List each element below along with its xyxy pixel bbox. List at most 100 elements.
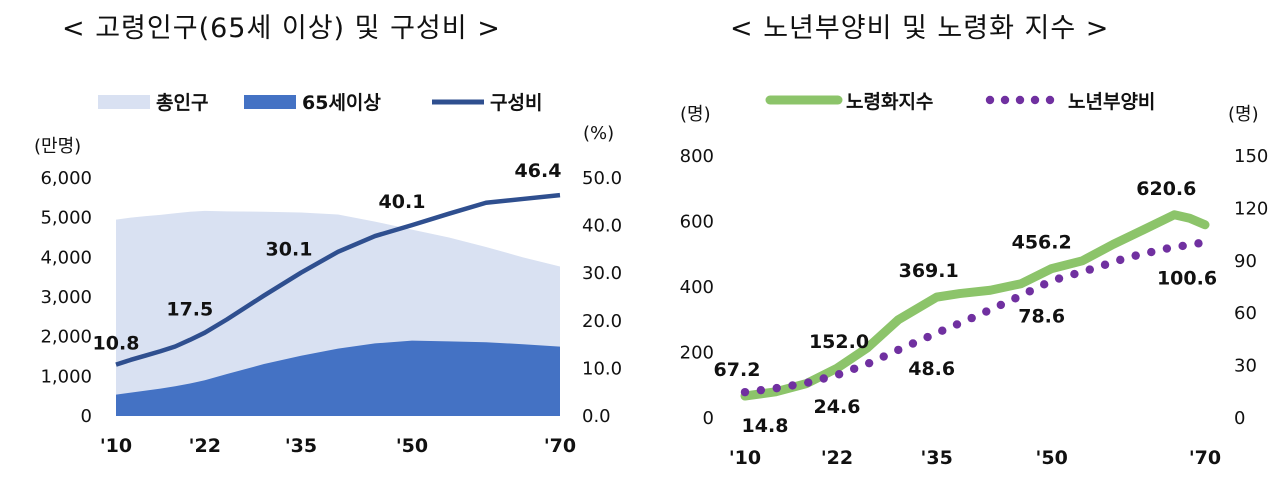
dependency-ratio-dot [879, 352, 888, 361]
x-tick: '50 [1036, 447, 1068, 469]
dependency-ratio-dot [982, 307, 991, 316]
dependency-ratio-dot [908, 339, 918, 348]
x-tick: '10 [729, 447, 761, 469]
dependency-ratio-dot [952, 320, 962, 329]
aging-index-line [740, 210, 1210, 401]
y-left-unit: (명) [680, 104, 711, 125]
dependency-ratio-dot [1025, 287, 1034, 296]
dependency-ratio-dot [1131, 251, 1140, 260]
x-tick: '70 [544, 435, 576, 457]
y-left-tick: 2,000 [40, 327, 92, 348]
y-right-tick: 30.0 [582, 263, 622, 284]
y-right-tick: 40.0 [582, 216, 622, 237]
left-chart-title: < 고령인구(65세 이상) 및 구성비 > [62, 13, 501, 44]
ratio-data-label: 30.1 [266, 239, 313, 261]
dependency-ratio-dot [1070, 269, 1079, 279]
legend-label: 구성비 [490, 92, 542, 114]
x-tick: '35 [921, 447, 953, 469]
dependency-ratio-dot [1054, 274, 1064, 283]
y-left-tick: 0 [703, 408, 714, 429]
ratio-data-label: 40.1 [379, 191, 426, 213]
ratio-data-label: 17.5 [166, 299, 213, 321]
dependency-ratio-dot [819, 374, 828, 383]
y-right-tick: 150 [1234, 146, 1268, 167]
dependency-ratio-dot [788, 381, 797, 390]
legend-swatch [98, 95, 150, 109]
dependency-ratio-dot [1194, 239, 1203, 248]
dependency-ratio-dot [849, 364, 859, 373]
legend-swatch-dot [1015, 95, 1025, 105]
left-chart: 총인구 65세이상 구성비 (만명) (%) 0 1,000 2,000 3,000 4,000 5… [34, 92, 622, 457]
elderly-population-area [116, 340, 560, 416]
y-right-unit: (%) [583, 123, 614, 144]
y-left-tick: 0 [81, 406, 92, 427]
dependency-ratio-dot [756, 385, 766, 395]
dependency-ratio-dot [1100, 260, 1110, 269]
dependency-ratio-data-label: 14.8 [742, 415, 789, 437]
x-tick: '70 [1189, 447, 1221, 469]
y-left-tick: 600 [680, 212, 714, 233]
dependency-ratio-dot [834, 370, 844, 379]
y-right-tick: 120 [1234, 198, 1268, 219]
y-right-tick: 0.0 [582, 406, 611, 427]
aging-index-data-label: 369.1 [899, 260, 959, 282]
legend-label: 65세이상 [302, 92, 381, 114]
x-tick: '50 [396, 435, 428, 457]
aging-index-data-label: 67.2 [714, 359, 761, 381]
y-left-tick: 3,000 [40, 287, 92, 308]
x-tick: '10 [100, 435, 132, 457]
dependency-ratio-dot [740, 387, 750, 397]
dependency-ratio-dot [938, 326, 947, 335]
dependency-ratio-dot [1162, 244, 1172, 253]
y-left-unit: (만명) [34, 136, 81, 157]
legend-label: 총인구 [156, 92, 208, 114]
dependency-ratio-data-label: 100.6 [1157, 267, 1217, 289]
aging-index-data-label: 620.6 [1136, 178, 1196, 200]
y-left-tick: 800 [680, 146, 714, 167]
y-left-tick: 200 [680, 343, 714, 364]
y-right-unit: (명) [1228, 104, 1259, 125]
y-left-tick: 5,000 [40, 208, 92, 229]
y-right-tick: 0 [1234, 408, 1245, 429]
legend-label: 노년부양비 [1068, 91, 1155, 113]
ratio-line [115, 192, 561, 367]
dependency-ratio-dot [864, 358, 874, 368]
dependency-ratio-data-label: 24.6 [814, 396, 861, 418]
y-right-tick: 60 [1234, 303, 1257, 324]
y-left-tick: 1,000 [40, 366, 92, 387]
legend-swatch-dot [1045, 95, 1055, 105]
x-tick: '22 [821, 447, 853, 469]
dependency-ratio-dot [996, 300, 1006, 310]
dependency-ratio-data-label: 78.6 [1018, 306, 1065, 328]
legend-swatch [244, 95, 296, 109]
dependency-ratio-dot [1116, 255, 1125, 265]
dependency-ratio-dot [1085, 265, 1094, 274]
y-right-tick: 10.0 [582, 358, 622, 379]
dependency-ratio-dot [1147, 247, 1156, 257]
y-left-tick: 6,000 [40, 168, 92, 189]
aging-index-data-label: 456.2 [1012, 232, 1072, 254]
y-right-tick: 30 [1234, 356, 1257, 377]
dependency-ratio-dot [894, 345, 903, 355]
dependency-ratio-dot [1011, 294, 1020, 303]
dependency-ratio-dot [1178, 241, 1187, 251]
legend-label: 노령화지수 [846, 91, 933, 113]
ratio-data-label: 46.4 [515, 160, 562, 182]
y-left-tick: 400 [680, 277, 714, 298]
dependency-ratio-dot [967, 313, 976, 323]
ratio-data-label: 10.8 [93, 333, 140, 355]
dependency-ratio-dot [804, 378, 813, 387]
dependency-ratio-dot [772, 383, 781, 393]
y-left-tick: 4,000 [40, 247, 92, 268]
aging-index-data-label: 152.0 [809, 331, 869, 353]
dependency-ratio-dot [923, 332, 932, 342]
y-right-tick: 20.0 [582, 311, 622, 332]
legend-swatch-dot [1000, 95, 1010, 105]
y-right-tick: 90 [1234, 251, 1257, 272]
legend-swatch-dot [1030, 95, 1040, 105]
y-right-tick: 50.0 [582, 168, 622, 189]
x-tick: '22 [189, 435, 221, 457]
x-tick: '35 [285, 435, 317, 457]
dependency-ratio-dot [1039, 280, 1049, 289]
